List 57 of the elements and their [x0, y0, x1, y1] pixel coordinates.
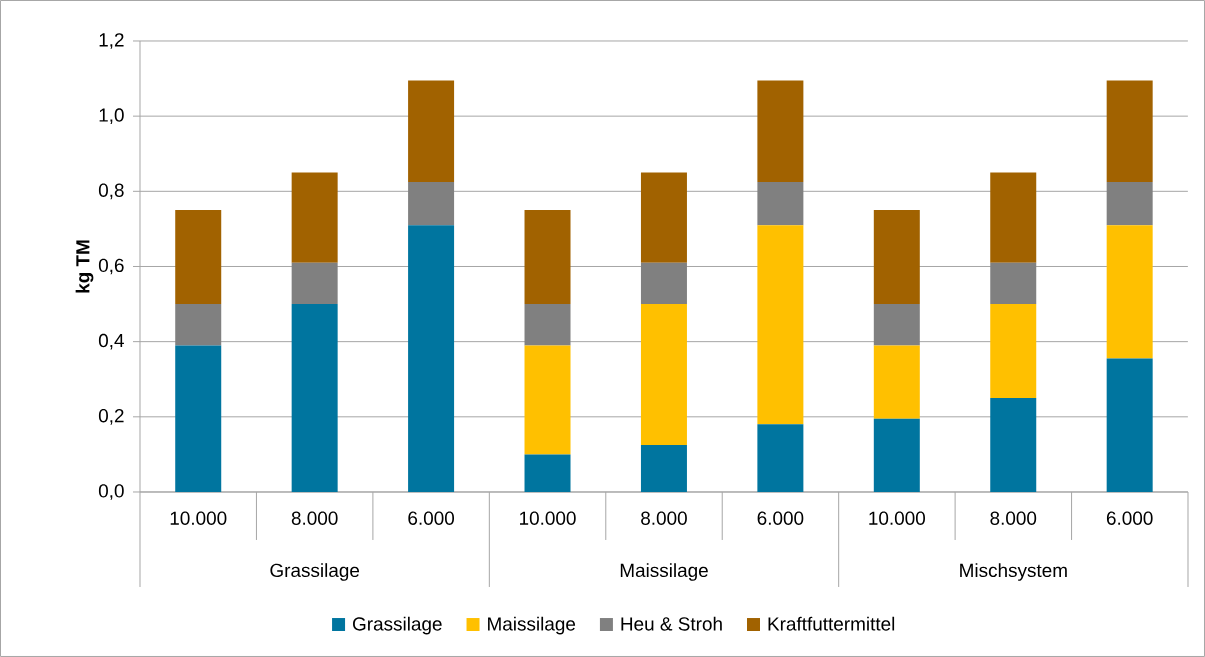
bar	[873, 210, 920, 305]
x-tick-label: 6.000	[1106, 511, 1153, 525]
bar	[1106, 358, 1153, 492]
x-tick-label: 8.000	[641, 511, 687, 525]
bar	[873, 418, 920, 492]
bar	[757, 80, 804, 182]
legend-label: Maissilage	[488, 616, 576, 635]
bar	[524, 210, 571, 305]
bar	[873, 345, 920, 419]
bar	[990, 262, 1037, 305]
bar	[640, 172, 687, 263]
bar	[640, 445, 687, 492]
legend-label: Grassilage	[353, 616, 442, 635]
y-axis-title: kg TM	[75, 240, 94, 293]
bar	[1106, 181, 1153, 226]
y-tick-label: 1,2	[99, 33, 124, 49]
bar	[291, 172, 338, 263]
bar	[291, 304, 338, 492]
x-tick-label: 8.000	[291, 511, 338, 525]
bar	[175, 210, 222, 305]
y-tick-label: 0,2	[98, 409, 124, 425]
bar	[873, 304, 920, 346]
bar	[990, 398, 1037, 492]
y-tick-label: 0,6	[98, 258, 124, 275]
bar	[524, 304, 571, 346]
bar	[757, 424, 804, 492]
bar	[757, 225, 804, 425]
bar	[1106, 225, 1153, 359]
y-tick-label: 0,8	[98, 183, 124, 200]
legend-label: Heu & Stroh	[621, 616, 722, 631]
text: Maissilage	[620, 563, 708, 581]
bar	[990, 172, 1037, 263]
bar	[291, 262, 338, 305]
bar	[1106, 80, 1153, 182]
bar	[175, 345, 222, 492]
x-tick-label: 10.000	[520, 511, 576, 525]
bar	[640, 262, 687, 305]
y-tick-label: 0,4	[98, 333, 124, 350]
bar	[175, 304, 222, 346]
bar	[408, 80, 455, 182]
x-tick-label: 6.000	[757, 511, 804, 525]
x-tick-label: 10.000	[869, 511, 925, 525]
bar	[990, 304, 1037, 399]
y-tick-label: 0,0	[98, 484, 124, 500]
text: Grassilage	[270, 563, 360, 581]
legend-label: Kraftfuttermittel	[768, 616, 895, 631]
bar	[524, 345, 571, 455]
bar	[524, 454, 571, 492]
bar	[408, 225, 455, 492]
x-tick-label: 10.000	[170, 511, 227, 525]
y-tick-label: 1,0	[99, 108, 124, 124]
x-tick-label: 6.000	[408, 511, 455, 525]
bar	[408, 181, 455, 226]
x-tick-label: 8.000	[990, 511, 1037, 525]
text: Mischsystem	[960, 563, 1067, 581]
bar	[640, 304, 687, 446]
bar	[757, 181, 804, 226]
